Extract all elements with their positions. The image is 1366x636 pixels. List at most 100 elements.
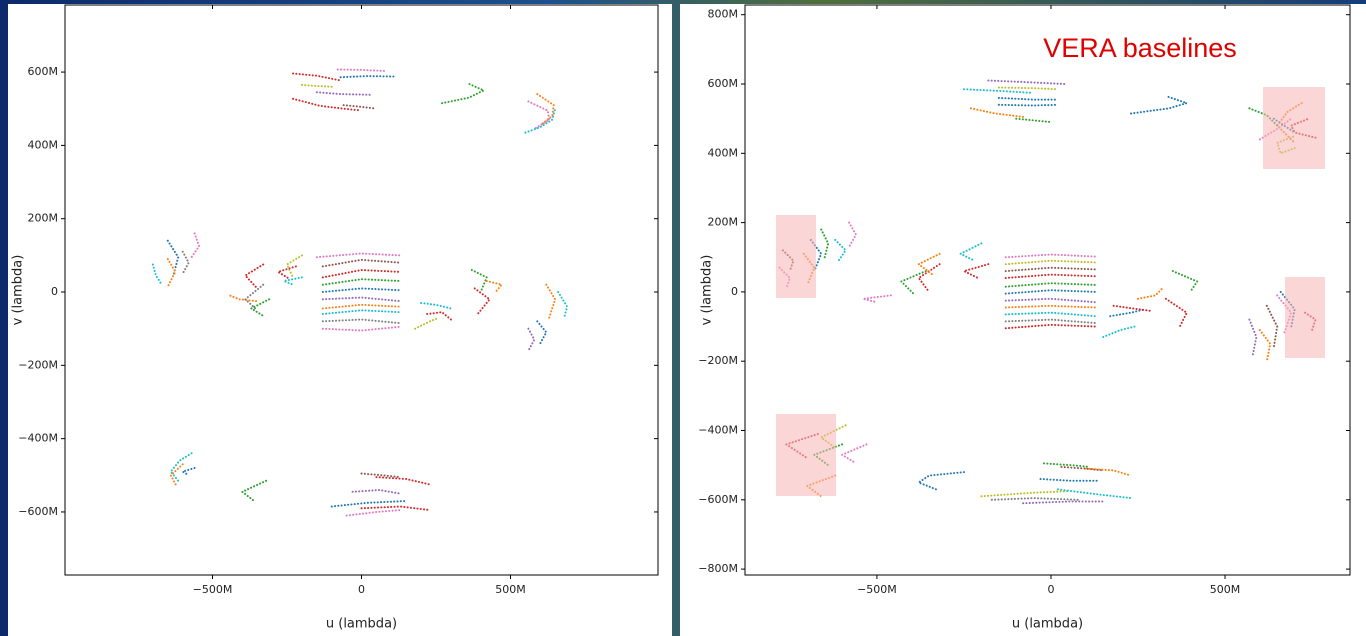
uv-track [1004,311,1098,318]
uv-track [321,296,402,303]
uv-track [151,263,163,286]
uv-track [351,489,402,495]
y-tick-label: 400M [28,138,59,151]
uv-track [1004,289,1098,295]
uv-track [917,471,965,491]
y-tick-label: 0 [51,285,58,298]
x-tick-label: 500M [1210,583,1241,596]
uv-track [536,93,555,127]
uv-track [524,107,557,134]
uv-track [1022,500,1105,505]
uv-track [1171,270,1199,293]
uv-track [321,287,402,293]
uv-track [1265,304,1279,349]
uv-track [321,278,402,286]
uv-track [1043,462,1091,468]
uv-track [330,500,408,508]
uv-track [1130,95,1188,115]
uv-track [250,298,271,317]
uv-track [1137,287,1164,300]
uv-track [963,263,990,279]
highlight-boxes [776,87,1325,496]
uv-track [321,258,402,268]
y-tick-label: 200M [708,216,739,229]
y-tick-label: 200M [28,212,59,225]
uv-track [1004,304,1098,309]
y-tick-label: −600M [698,493,738,506]
uv-track [545,283,557,319]
uv-track [1015,117,1052,124]
y-tick-label: −600M [18,505,58,518]
uv-track [181,467,196,477]
x-axis-title: u (lambda) [1012,617,1083,632]
uv-track [969,107,1025,118]
y-tick-label: −800M [698,562,738,575]
uv-track [244,263,265,290]
plot-area [64,4,659,576]
uv-track [820,228,830,259]
uv-track [321,309,402,315]
uv-track [169,463,184,488]
uv-track [190,232,201,259]
uv-track [527,327,536,352]
y-tick-label: 0 [731,285,738,298]
x-axis-title: u (lambda) [326,617,397,632]
uv-track [1004,266,1098,273]
highlight-box [1263,87,1325,169]
uv-track [292,97,360,112]
y-tick-label: −400M [18,432,58,445]
y-tick-label: −400M [698,424,738,437]
x-tick-label: 0 [358,583,365,596]
uv-track [169,452,193,484]
uv-track [841,443,868,465]
uv-track [375,476,431,486]
uv-track [959,242,983,262]
uv-track [1004,323,1098,330]
uv-track [1056,488,1132,500]
uv-track [229,294,259,303]
uv-track [1112,304,1153,312]
y-axis-title: v (lambda) [11,255,26,326]
uv-track [917,252,941,276]
uv-track [321,303,402,310]
uv-track [283,276,303,286]
uv-track [360,505,431,512]
uv-track [181,250,190,275]
uv-track [414,316,440,330]
uv-track [321,318,402,325]
uv-track [321,325,402,332]
uv-track [336,68,387,72]
uv-track [900,270,927,297]
uv-plot: 600M 400M 200M 0 −200M −400M −600M −500M 0 500M u … [11,4,659,632]
uv-track [1248,318,1258,356]
y-tick-label: 600M [708,77,739,90]
uv-track [1004,273,1098,279]
uv-track [987,79,1066,85]
uv-track [345,509,402,517]
uv-track [166,258,177,288]
uv-track [286,254,303,279]
uv-track [1004,282,1098,288]
uv-track [862,294,892,304]
uv-track [292,72,342,82]
highlight-box [1285,277,1325,358]
uv-track [1004,297,1098,304]
uv-track [1004,253,1098,259]
uv-track [1109,308,1146,318]
x-tick-label: 500M [495,583,526,596]
highlight-box [776,414,836,496]
uv-track [360,472,402,479]
uv-track [536,320,548,345]
uv-track [1004,318,1098,325]
x-tick-label: 0 [1047,583,1054,596]
uv-track [1248,107,1279,127]
uv-track [527,100,551,130]
uv-track [1039,478,1101,482]
uv-track [321,269,402,279]
uv-track [848,221,857,248]
uv-track [342,104,378,110]
uv-track [834,238,847,262]
uv-track [470,269,488,293]
annotation: VERA baselines [1043,33,1237,63]
